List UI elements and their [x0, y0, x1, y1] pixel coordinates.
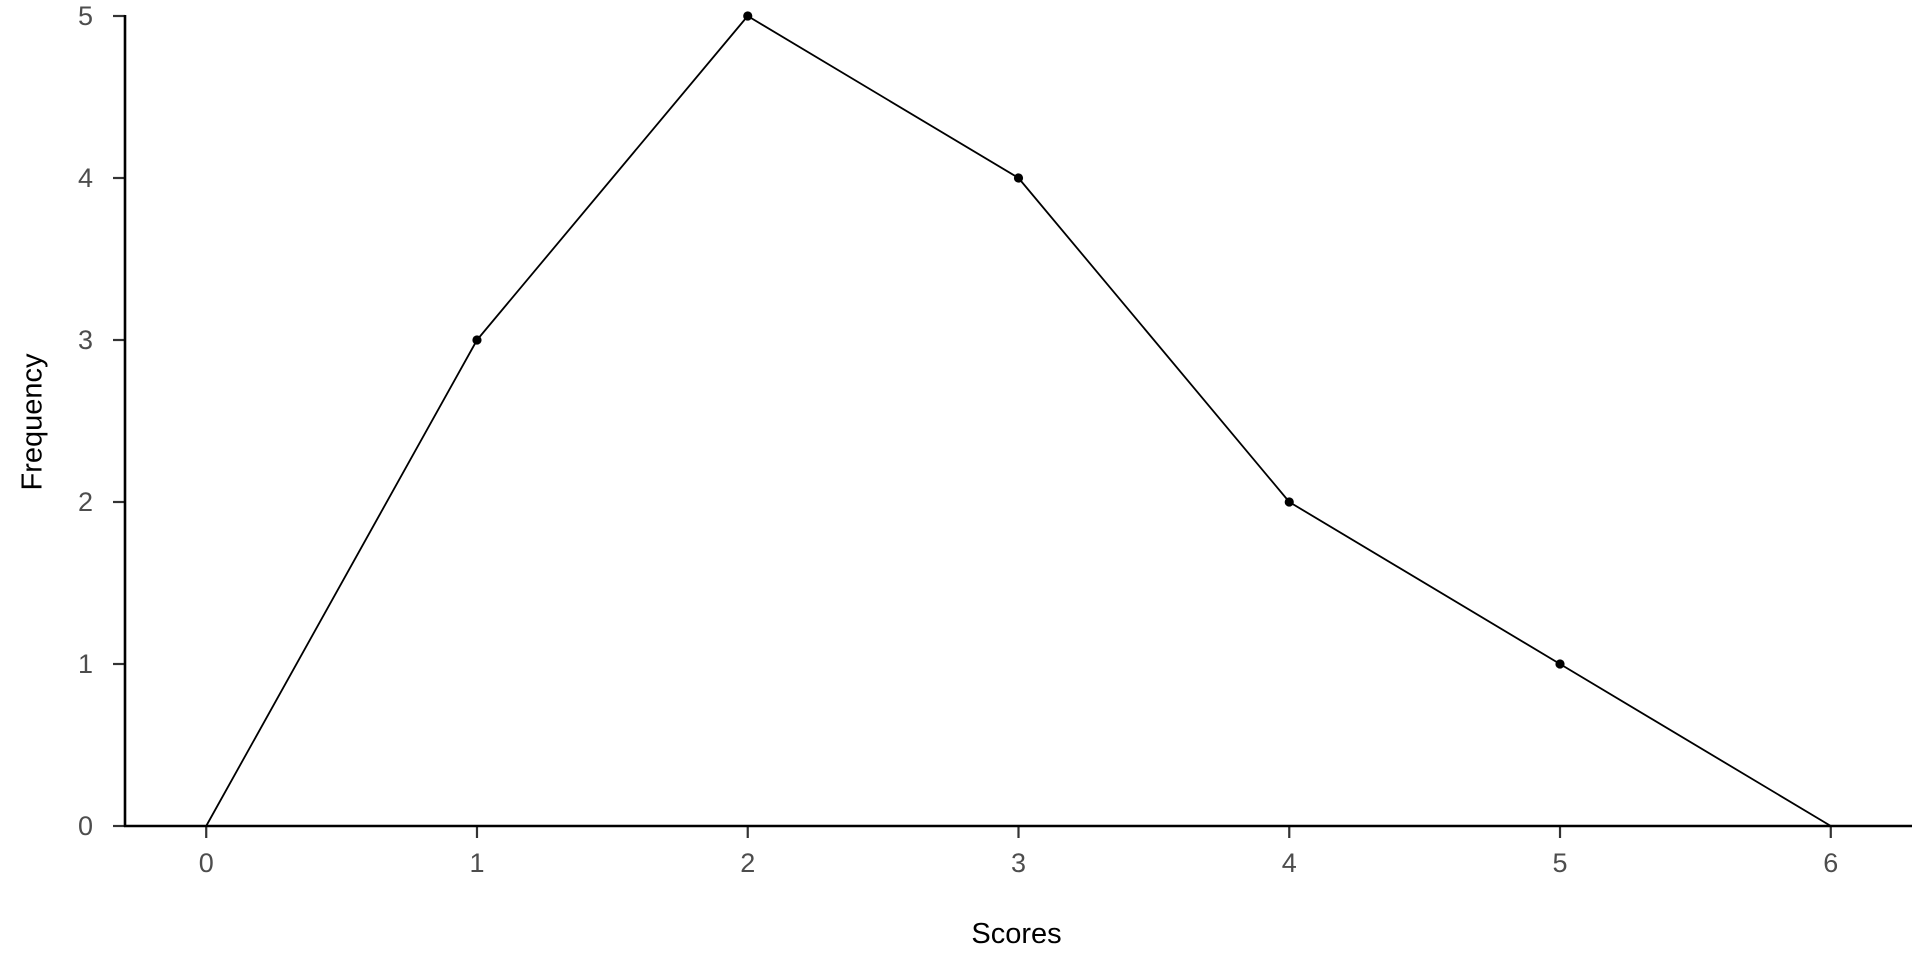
x-axis-title: Scores: [971, 918, 1061, 950]
y-axis-title: Frequency: [17, 353, 49, 491]
data-point: [1013, 173, 1024, 183]
x-tick-label: 2: [740, 848, 755, 878]
series-line: [205, 15, 1832, 827]
x-axis-ticks: 0 1 2 3 4 5 6: [199, 826, 1838, 878]
y-tick-label: 2: [78, 487, 93, 517]
data-point: [1555, 659, 1565, 669]
y-tick-label: 3: [78, 325, 93, 355]
y-tick-label: 1: [78, 649, 93, 679]
x-tick-label: 3: [1011, 848, 1026, 878]
x-tick-label: 0: [199, 848, 214, 878]
y-axis-ticks: 0 1 2 3 4 5: [78, 1, 125, 841]
data-point: [1284, 497, 1294, 507]
data-point: [743, 11, 753, 21]
y-tick-label: 0: [78, 811, 93, 841]
x-tick-label: 5: [1552, 848, 1567, 878]
data-points: [472, 11, 1565, 669]
y-tick-label: 4: [78, 163, 93, 193]
y-tick-label: 5: [78, 1, 93, 31]
data-point: [472, 335, 482, 345]
x-tick-label: 4: [1282, 848, 1297, 878]
x-tick-label: 6: [1823, 848, 1838, 878]
x-tick-label: 1: [469, 848, 484, 878]
